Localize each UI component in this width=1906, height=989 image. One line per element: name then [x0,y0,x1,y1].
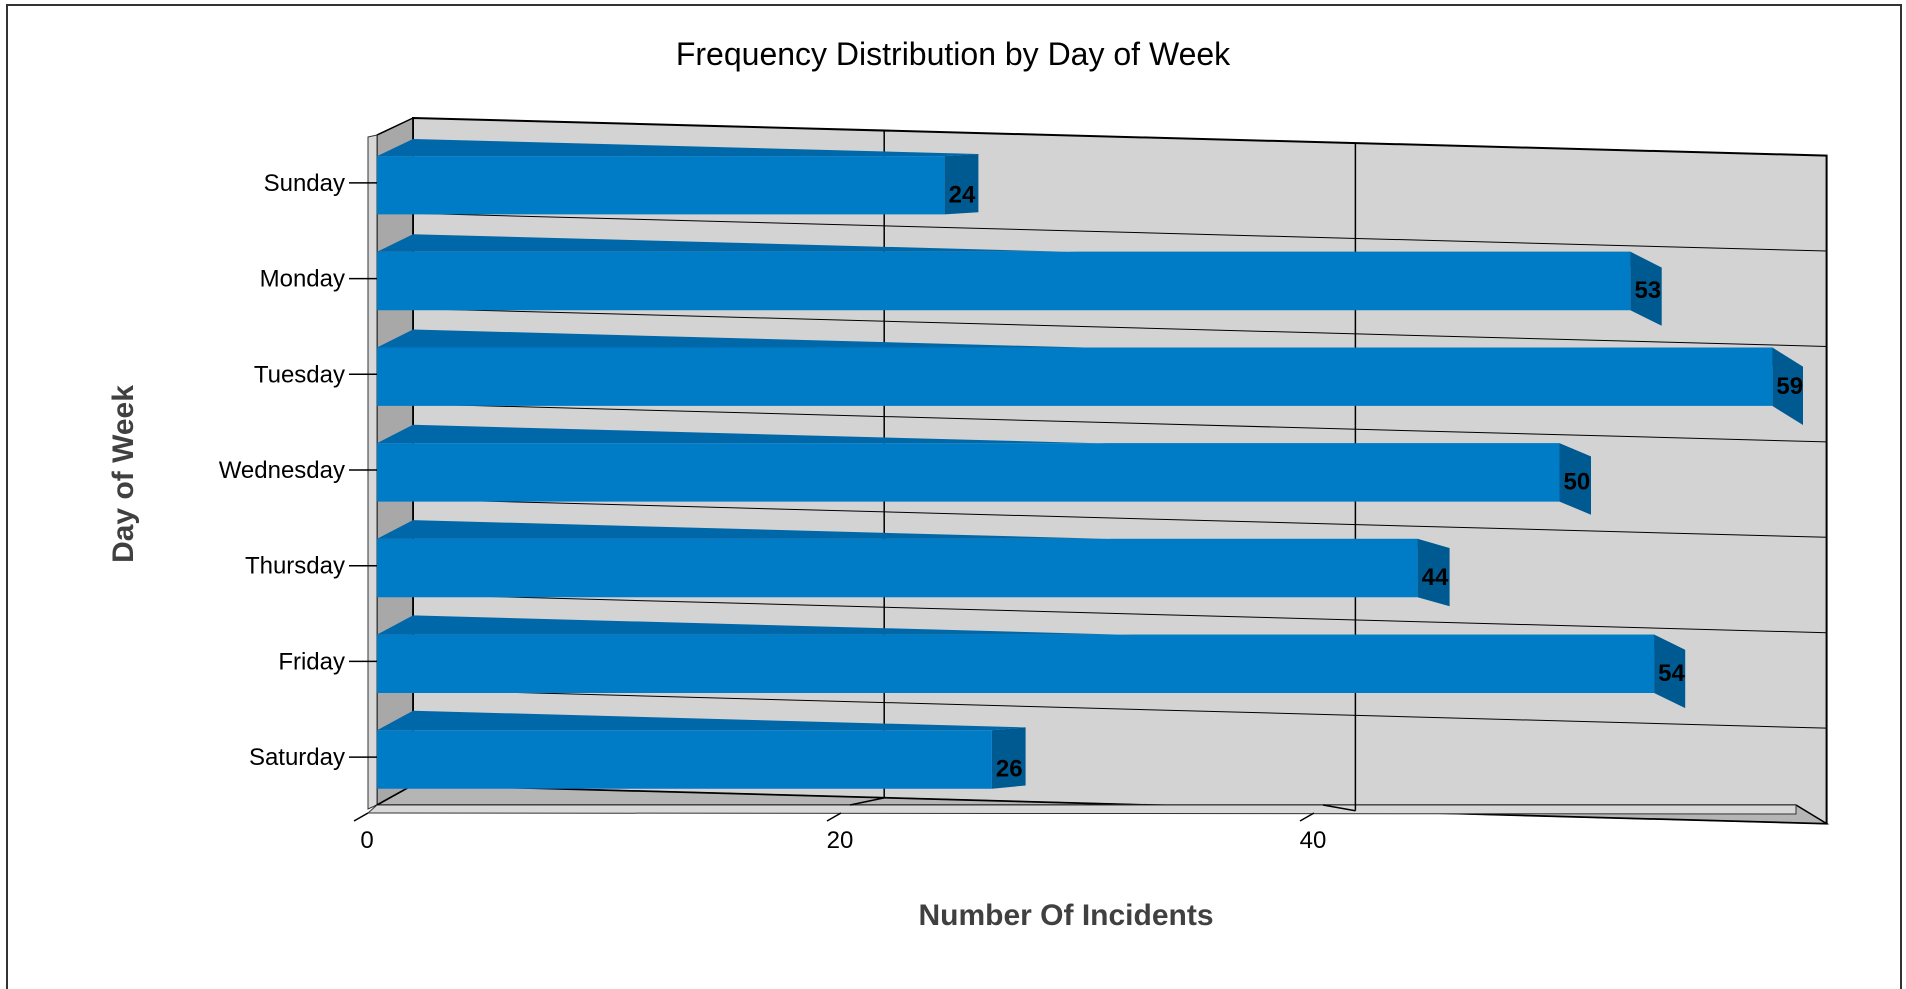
x-axis-title: Number Of Incidents [918,899,1213,932]
bar-side [1772,347,1803,425]
bar: 26 [377,710,1026,789]
bar: 54 [377,615,1686,709]
bar-front [377,156,945,215]
y-tick-label: Monday [260,266,345,293]
x-tick-mark [826,812,842,822]
bar-side [1630,251,1662,326]
floor-edge [366,804,1797,815]
bar-front [377,730,992,789]
bar-front [377,443,1560,502]
y-tick-label: Wednesday [219,457,345,484]
bar-front [377,347,1773,406]
grid-lines [376,118,1827,812]
horizontal-grid-line [412,593,1827,634]
bar: 24 [377,139,979,215]
bar-top [377,234,1662,268]
bar-top [377,329,1803,367]
bar-side [1559,443,1591,515]
bar-top [377,424,1591,457]
bar: 50 [377,424,1591,515]
bar: 44 [377,520,1450,607]
bar-top [377,615,1686,650]
data-label: 54 [1658,660,1685,687]
data-label: 50 [1564,468,1591,495]
x-tick-label: 0 [360,827,373,854]
bar-side [1654,634,1686,709]
floor-grid-line [849,797,885,806]
y-tick-label: Friday [278,648,345,675]
bar: 53 [377,234,1662,326]
y-tick-label: Thursday [245,553,345,580]
data-label: 26 [996,756,1023,783]
y-tick-label: Sunday [264,170,345,197]
axis-ticks: Sunday Monday Tuesday Wednesday Thursday Frid… [219,170,1327,854]
bar: 59 [377,329,1803,425]
bar-top [377,139,979,157]
data-label: 59 [1776,373,1803,400]
horizontal-grid-line [412,403,1827,443]
y-axis-title: Day of Week [107,385,140,563]
bar-top [377,520,1450,549]
x-tick-label: 40 [1300,827,1327,854]
bar-front [377,251,1631,311]
bar-front [377,634,1655,693]
horizontal-grid-line [412,498,1827,538]
horizontal-grid-line [412,308,1827,347]
x-tick-mark [1299,812,1315,822]
data-label: 24 [949,181,976,208]
bars: 24 53 59 50 44 54 26 [377,139,1803,789]
bar-side [991,727,1026,789]
bar-front [377,538,1418,598]
data-label: 53 [1634,277,1661,304]
horizontal-grid-line [412,212,1827,252]
data-label: 44 [1422,564,1449,591]
side-wall-edge [367,134,378,810]
y-tick-label: Saturday [249,744,345,771]
floor-grid-line [1322,804,1356,812]
bar-side [1417,538,1450,607]
horizontal-grid-line [412,689,1827,729]
x-tick-mark [353,812,369,822]
bar-side [944,154,979,215]
bar-top [377,710,1026,731]
chart-title: Frequency Distribution by Day of Week [676,36,1231,72]
x-tick-label: 20 [827,827,854,854]
y-tick-label: Tuesday [254,361,345,388]
